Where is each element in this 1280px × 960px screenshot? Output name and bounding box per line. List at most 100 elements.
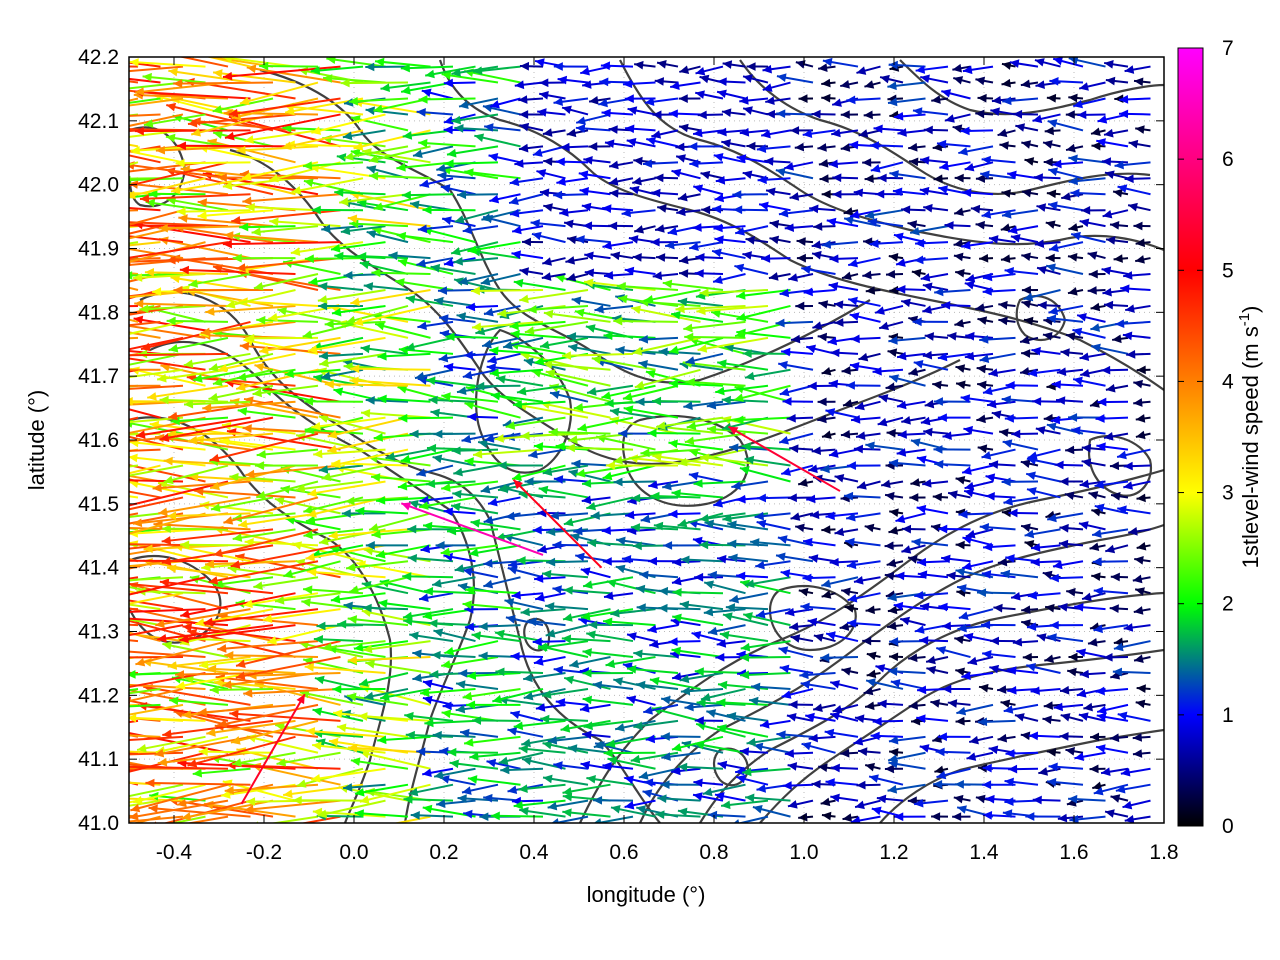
wind-vector (489, 193, 521, 204)
wind-vector (656, 416, 724, 431)
wind-vector (222, 177, 296, 190)
wind-vector (129, 479, 184, 483)
wind-vector (129, 576, 206, 596)
wind-vector (236, 257, 341, 272)
wind-vector (946, 571, 971, 581)
wind-vector (459, 728, 499, 738)
wind-vector (613, 677, 656, 690)
wind-vector (1118, 109, 1151, 119)
wind-vector (677, 297, 724, 307)
wind-vector (451, 446, 499, 456)
wind-vector (584, 251, 611, 261)
wind-vector (1004, 777, 1039, 787)
wind-vector (1070, 231, 1106, 244)
wind-vector (869, 141, 904, 150)
wind-vector (129, 408, 161, 419)
wind-vector (1033, 173, 1061, 182)
x-axis-title: longitude (°) (587, 882, 706, 907)
wind-vector (1030, 557, 1061, 567)
wind-vector (1004, 414, 1039, 423)
wind-vector (847, 619, 881, 628)
y-tick-label: 41.7 (78, 365, 119, 388)
wind-vector (658, 347, 701, 357)
wind-vector (480, 480, 521, 494)
wind-vector (702, 783, 746, 797)
wind-vector (181, 799, 274, 821)
wind-vector (208, 384, 274, 402)
wind-vector (919, 186, 949, 196)
wind-vector (1117, 711, 1151, 722)
wind-vector (668, 637, 701, 646)
wind-vector (1116, 448, 1151, 460)
wind-vector (1090, 127, 1106, 136)
wind-vector (259, 61, 319, 71)
wind-vector (993, 603, 1016, 613)
wind-vector (964, 161, 994, 172)
wind-vector (820, 797, 836, 807)
wind-vector (129, 241, 161, 247)
wind-vector (1000, 699, 1016, 709)
wind-vector (129, 618, 161, 627)
wind-vector (671, 735, 724, 752)
wind-vector (129, 719, 139, 724)
wind-vector (1112, 334, 1129, 344)
wind-vector (888, 526, 904, 535)
wind-vector (129, 368, 184, 379)
wind-vector (640, 448, 701, 458)
wind-vector (651, 396, 701, 406)
wind-vector (840, 430, 859, 439)
wind-vector (828, 159, 859, 169)
wind-vector (586, 496, 634, 511)
wind-vector (487, 352, 521, 364)
wind-vector (353, 129, 431, 151)
wind-vector (349, 576, 409, 594)
wind-vector (1027, 591, 1061, 600)
wind-vector (481, 336, 521, 349)
wind-vector (1044, 126, 1061, 136)
wind-vector (368, 512, 431, 532)
wind-vector (129, 783, 184, 798)
wind-vector (656, 60, 679, 69)
wind-vector (243, 396, 341, 419)
wind-vector (553, 190, 589, 200)
wind-vector (290, 241, 364, 257)
wind-vector (1133, 654, 1151, 663)
wind-vector (161, 528, 274, 545)
wind-vector (668, 439, 724, 451)
wind-vector (1079, 218, 1106, 228)
wind-vector (244, 537, 319, 547)
wind-vector (787, 493, 814, 503)
wind-vector (129, 632, 184, 643)
wind-vector (283, 560, 341, 579)
wind-vector (417, 224, 454, 234)
wind-vector (865, 678, 904, 690)
wind-vector (715, 384, 769, 396)
wind-vector (685, 352, 724, 365)
wind-vector (998, 316, 1016, 326)
wind-vector (1135, 255, 1151, 264)
wind-vector (731, 480, 769, 490)
wind-vector (629, 185, 656, 196)
wind-vector (1024, 540, 1039, 549)
wind-vector (159, 416, 274, 442)
wind-vector (932, 492, 949, 502)
wind-vector (909, 225, 949, 236)
wind-vector (982, 286, 1016, 296)
wind-vector (887, 81, 926, 91)
wind-vector (916, 504, 949, 515)
wind-vector (586, 774, 634, 786)
wind-vector (466, 671, 521, 681)
wind-vector (1083, 702, 1106, 712)
wind-vector (500, 765, 544, 775)
wind-vector (183, 399, 251, 409)
wind-vector (621, 208, 656, 218)
wind-vector (727, 539, 769, 549)
wind-vector (934, 765, 949, 775)
wind-vector (941, 554, 971, 564)
wind-vector (748, 696, 791, 706)
wind-vector (324, 379, 409, 389)
wind-vector (1128, 139, 1151, 149)
wind-vector (689, 159, 724, 168)
wind-vector (583, 155, 611, 165)
wind-vector (1103, 300, 1129, 310)
